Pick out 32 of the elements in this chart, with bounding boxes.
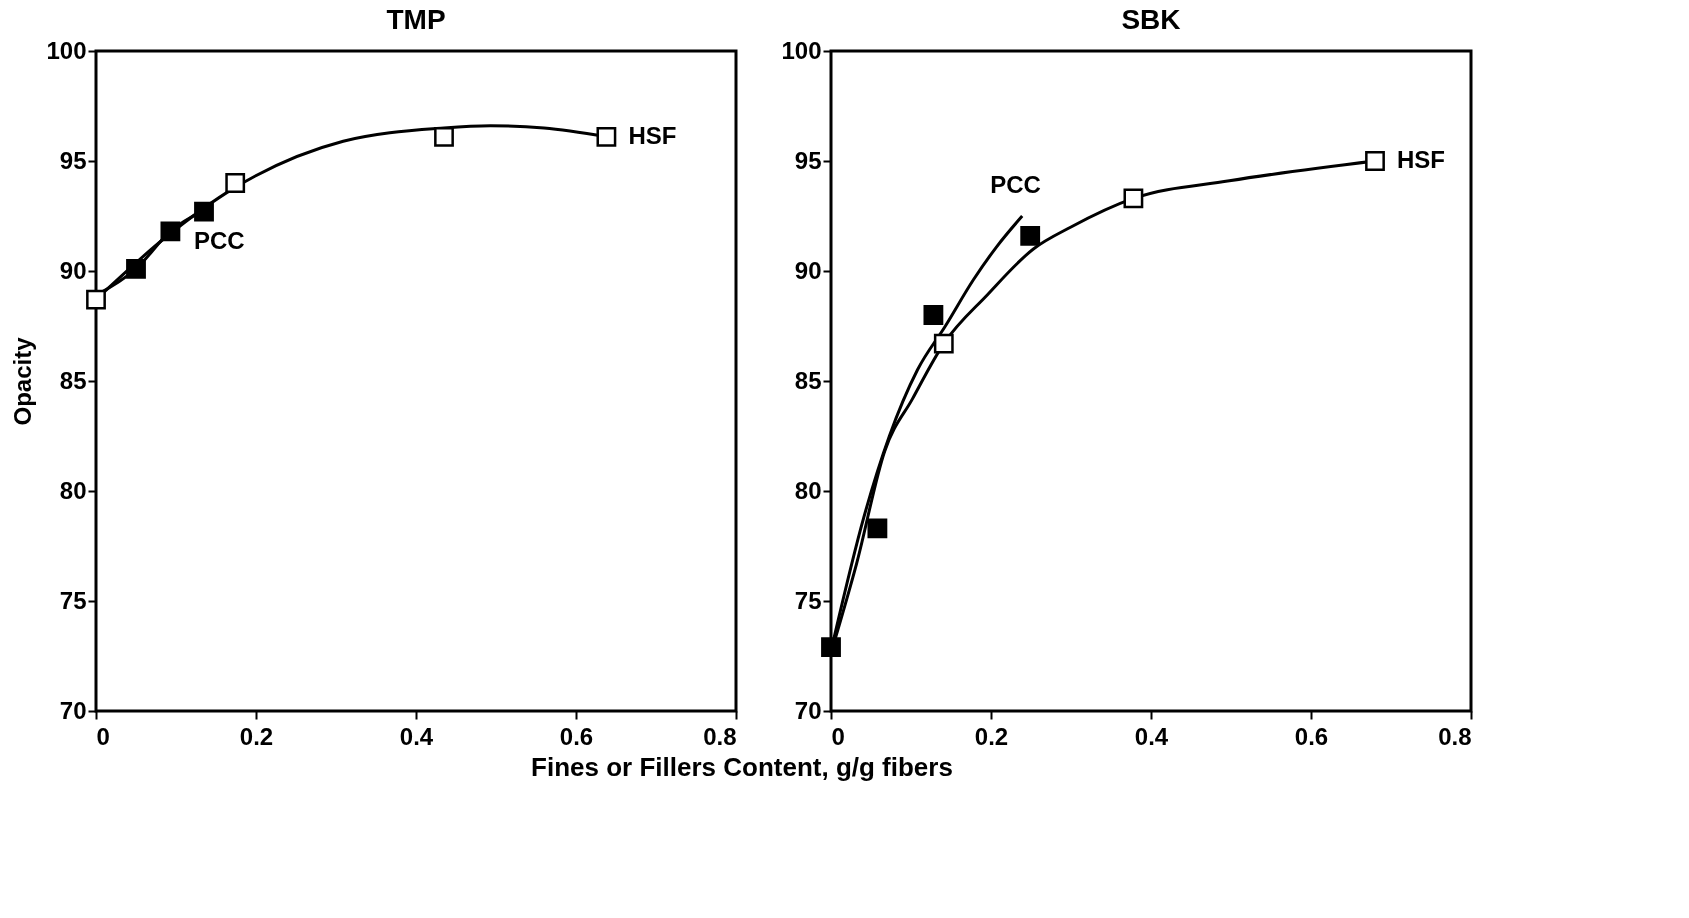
y-tick-label: 70 [794,696,822,724]
x-axis-title: Fines or Fillers Content, g/g fibers [531,751,953,782]
y-tick-label: 75 [794,586,822,614]
y-tick-label: 100 [781,36,822,64]
y-tick-label: 85 [794,366,822,394]
series-label: HSF [628,121,677,149]
series-label: PCC [194,226,245,254]
x-tick-label: 0.4 [1134,722,1169,750]
chart-title: SBK [1121,4,1181,35]
y-tick-label: 85 [59,366,87,394]
y-tick-label: 70 [59,696,87,724]
y-tick-label: 80 [59,476,87,504]
x-tick-label: 0.8 [703,722,737,750]
series-label: PCC [990,170,1041,198]
chart-title: TMP [386,4,446,35]
y-tick-label: 90 [794,256,822,284]
y-tick-label: 95 [794,146,822,174]
x-tick-label: 0.8 [1438,722,1472,750]
x-tick-label: 0.2 [239,722,274,750]
series-label: HSF [1397,146,1445,173]
y-tick-label: 75 [59,586,87,614]
y-tick-label: 90 [59,256,87,284]
x-tick-label: 0.6 [559,722,594,750]
y-axis-title: Opacity [9,336,37,426]
x-tick-label: 0.2 [974,722,1009,750]
x-tick-label: 0.6 [1294,722,1329,750]
x-tick-label: 0.4 [399,722,434,750]
y-tick-label: 100 [46,36,87,64]
x-tick-label: 0 [831,722,845,750]
y-tick-label: 80 [794,476,822,504]
x-tick-label: 0 [96,722,110,750]
y-tick-label: 95 [59,146,87,174]
